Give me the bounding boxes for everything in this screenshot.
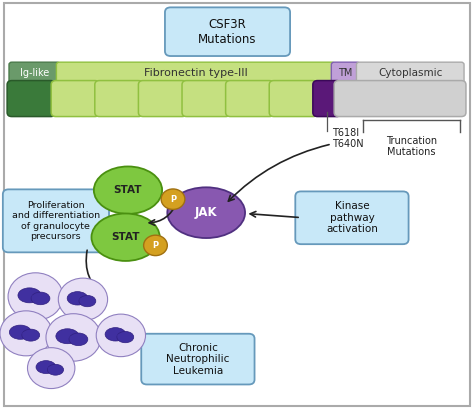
FancyBboxPatch shape xyxy=(51,81,100,117)
Text: P: P xyxy=(153,241,158,250)
Ellipse shape xyxy=(32,295,38,299)
Text: Fibronectin type-III: Fibronectin type-III xyxy=(144,68,247,78)
FancyBboxPatch shape xyxy=(165,7,290,56)
Ellipse shape xyxy=(105,328,126,341)
Ellipse shape xyxy=(167,187,245,238)
Text: T618I: T618I xyxy=(332,128,359,138)
FancyBboxPatch shape xyxy=(138,81,187,117)
Text: CSF3R
Mutations: CSF3R Mutations xyxy=(198,18,257,46)
Ellipse shape xyxy=(94,166,162,214)
Ellipse shape xyxy=(48,366,54,370)
Text: Ig-like: Ig-like xyxy=(20,68,49,78)
Text: Kinase
pathway
activation: Kinase pathway activation xyxy=(326,201,378,234)
Ellipse shape xyxy=(36,361,56,373)
Circle shape xyxy=(161,189,185,209)
Ellipse shape xyxy=(91,213,160,261)
Circle shape xyxy=(46,314,101,361)
Text: T640N: T640N xyxy=(332,139,364,149)
FancyBboxPatch shape xyxy=(313,81,341,117)
Ellipse shape xyxy=(9,325,31,339)
Ellipse shape xyxy=(70,336,76,340)
Ellipse shape xyxy=(22,332,29,336)
Circle shape xyxy=(58,278,108,321)
Circle shape xyxy=(144,235,167,256)
FancyBboxPatch shape xyxy=(226,81,274,117)
Ellipse shape xyxy=(79,295,96,307)
FancyBboxPatch shape xyxy=(4,3,470,406)
FancyBboxPatch shape xyxy=(182,81,230,117)
Text: Truncation
Mutations: Truncation Mutations xyxy=(386,136,437,157)
Text: JAK: JAK xyxy=(195,206,218,219)
Text: Proliferation
and differentiation
of granulocyte
precursors: Proliferation and differentiation of gra… xyxy=(12,201,100,241)
FancyBboxPatch shape xyxy=(141,334,255,384)
Ellipse shape xyxy=(69,333,88,346)
Ellipse shape xyxy=(47,364,64,375)
FancyBboxPatch shape xyxy=(95,81,143,117)
Circle shape xyxy=(27,348,75,389)
Ellipse shape xyxy=(22,329,40,341)
Ellipse shape xyxy=(117,331,134,343)
Text: Chronic
Neutrophilic
Leukemia: Chronic Neutrophilic Leukemia xyxy=(166,342,229,376)
FancyBboxPatch shape xyxy=(331,62,360,84)
Text: STAT: STAT xyxy=(114,185,142,195)
Ellipse shape xyxy=(31,292,50,305)
FancyBboxPatch shape xyxy=(295,191,409,244)
Circle shape xyxy=(8,273,63,320)
Ellipse shape xyxy=(67,292,88,305)
Ellipse shape xyxy=(117,334,123,337)
FancyBboxPatch shape xyxy=(334,81,466,117)
FancyBboxPatch shape xyxy=(356,62,464,84)
FancyBboxPatch shape xyxy=(7,81,55,117)
Circle shape xyxy=(96,314,146,357)
Text: TM: TM xyxy=(338,68,353,78)
Text: Cytoplasmic: Cytoplasmic xyxy=(378,68,442,78)
Ellipse shape xyxy=(79,298,85,301)
Text: STAT: STAT xyxy=(111,232,140,242)
FancyBboxPatch shape xyxy=(9,62,60,84)
Circle shape xyxy=(0,311,52,356)
Ellipse shape xyxy=(56,329,79,344)
FancyBboxPatch shape xyxy=(269,81,318,117)
FancyBboxPatch shape xyxy=(3,189,109,252)
Ellipse shape xyxy=(18,288,41,303)
Text: P: P xyxy=(170,195,176,204)
FancyBboxPatch shape xyxy=(56,62,335,84)
